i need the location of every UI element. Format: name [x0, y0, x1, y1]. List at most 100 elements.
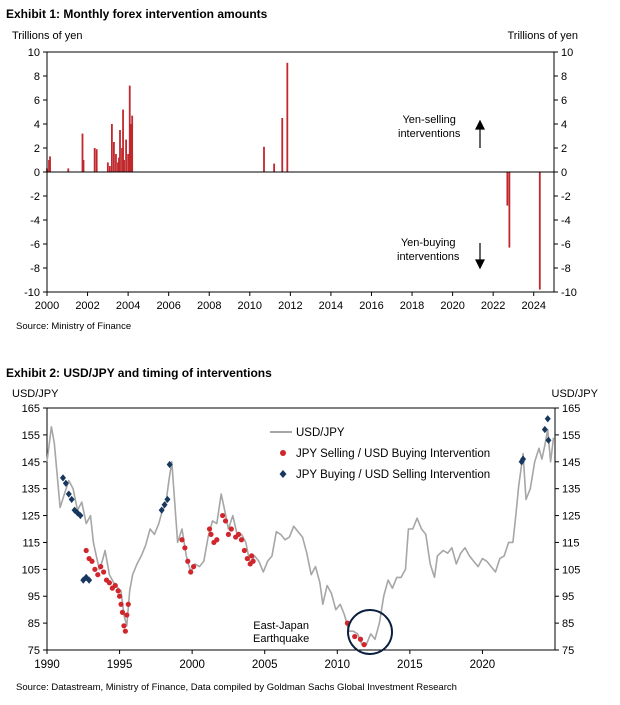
y-tick-label-right: 10	[561, 47, 573, 59]
selling-intervention-point	[121, 623, 127, 629]
exhibit2-title: Exhibit 2: USD/JPY and timing of interve…	[6, 366, 272, 380]
y-tick-label-right: -8	[561, 263, 571, 275]
y-tick-label-left: -6	[30, 239, 40, 251]
y-tick-label-left: 155	[22, 430, 40, 442]
x-tick-label: 2000	[35, 300, 59, 312]
x-tick-label: 1995	[107, 659, 133, 671]
bar	[273, 163, 276, 172]
selling-intervention-point	[101, 569, 107, 575]
selling-intervention-point	[225, 531, 232, 537]
bar	[123, 160, 125, 172]
legend-selling-swatch	[280, 450, 286, 456]
exhibit2-source: Source: Datastream, Ministry of Finance,…	[16, 682, 457, 693]
x-tick-label: 1990	[34, 659, 60, 671]
legend-item-selling: JPY Selling / USD Buying Intervention	[296, 448, 490, 460]
x-tick-label: 2014	[319, 300, 343, 312]
selling-intervention-point	[228, 526, 234, 532]
y-tick-label-left: 105	[22, 564, 40, 576]
bar	[113, 142, 115, 172]
y-tick-label-left: 4	[34, 119, 40, 131]
selling-intervention-point	[118, 601, 124, 607]
y-tick-label-right: 6	[561, 95, 567, 107]
selling-intervention-point	[95, 572, 101, 578]
y-tick-label-left: 165	[22, 403, 40, 415]
selling-intervention-point	[182, 545, 188, 551]
earthquake-annotation-line2: Earthquake	[253, 633, 310, 645]
bar	[122, 109, 124, 172]
y-tick-label-right: 145	[562, 457, 580, 469]
buying-intervention-point	[59, 474, 66, 482]
selling-intervention-point	[188, 569, 194, 575]
y-tick-label-right: 155	[562, 430, 580, 442]
bar	[263, 146, 265, 172]
x-tick-label: 2012	[278, 300, 302, 312]
selling-intervention-point	[124, 612, 130, 618]
selling-intervention-point	[125, 601, 131, 607]
x-tick-label: 2018	[400, 300, 424, 312]
buying-intervention-point	[74, 509, 81, 517]
bar	[508, 172, 511, 248]
selling-intervention-point	[112, 582, 118, 589]
buying-intervention-point	[518, 458, 525, 466]
buying-intervention-point	[541, 425, 548, 434]
y-tick-label-right: 95	[562, 591, 574, 603]
bar	[106, 162, 109, 172]
bar	[95, 149, 98, 172]
selling-intervention-point	[179, 537, 185, 543]
exhibit1-title: Exhibit 1: Monthly forex intervention am…	[6, 7, 268, 21]
buying-intervention-point	[545, 436, 552, 444]
buying-annotation-line2: interventions	[397, 251, 460, 263]
y-tick-label-left: -4	[30, 215, 40, 227]
y-tick-label-right: 75	[562, 645, 574, 657]
exhibit2-unit-right: USD/JPY	[551, 388, 598, 400]
selling-intervention-point	[190, 564, 197, 570]
bar	[286, 62, 289, 172]
y-tick-label-right: 135	[562, 484, 580, 496]
selling-intervention-point	[361, 642, 367, 648]
exhibit1-unit-left: Trillions of yen	[12, 30, 83, 42]
bar	[67, 168, 70, 172]
selling-intervention-point	[214, 537, 220, 543]
usdjpy-line	[46, 425, 555, 646]
bar	[81, 133, 84, 172]
legend-item-buying: JPY Buying / USD Selling Intervention	[296, 469, 490, 481]
y-tick-label-right: -6	[561, 239, 571, 251]
y-tick-label-left: 135	[22, 484, 40, 496]
buying-annotation: Yen-buying interventions	[397, 236, 459, 264]
bar	[281, 118, 284, 172]
buying-intervention-point	[62, 479, 69, 487]
selling-intervention-point	[185, 558, 191, 564]
selling-intervention-point	[357, 636, 364, 642]
y-tick-label-right: 165	[562, 403, 580, 415]
y-tick-label-right: 2	[561, 143, 567, 155]
selling-intervention-point	[352, 633, 358, 640]
bar	[121, 148, 123, 172]
selling-intervention-point	[249, 553, 255, 559]
earthquake-annotation: East-Japan Earthquake	[253, 620, 309, 646]
selling-intervention-point	[115, 588, 121, 594]
bar	[127, 154, 130, 172]
selling-intervention-point	[238, 537, 245, 543]
selling-arrow-icon	[475, 119, 485, 148]
selling-intervention-point	[89, 558, 95, 564]
y-tick-label-left: -8	[30, 263, 40, 275]
y-tick-label-left: 2	[34, 143, 40, 155]
bar	[131, 115, 134, 172]
exhibit1-unit-right: Trillions of yen	[507, 30, 578, 42]
x-tick-label: 2024	[521, 300, 545, 312]
x-tick-label: 2020	[440, 300, 464, 312]
bar	[117, 162, 119, 172]
x-tick-label: 2000	[179, 659, 205, 671]
y-tick-label-right: 125	[562, 511, 580, 523]
y-tick-label-left: 6	[34, 95, 40, 107]
exhibit2-unit-left: USD/JPY	[12, 388, 59, 400]
x-tick-label: 2010	[238, 300, 262, 312]
bar	[115, 154, 117, 172]
buying-intervention-point	[544, 415, 551, 423]
selling-intervention-point	[106, 580, 113, 586]
buying-intervention-point	[166, 460, 173, 469]
y-tick-label-left: 95	[28, 591, 40, 603]
buying-annotation-line1: Yen-buying	[400, 237, 456, 249]
y-tick-label-left: 0	[34, 167, 40, 179]
bar	[110, 124, 113, 172]
